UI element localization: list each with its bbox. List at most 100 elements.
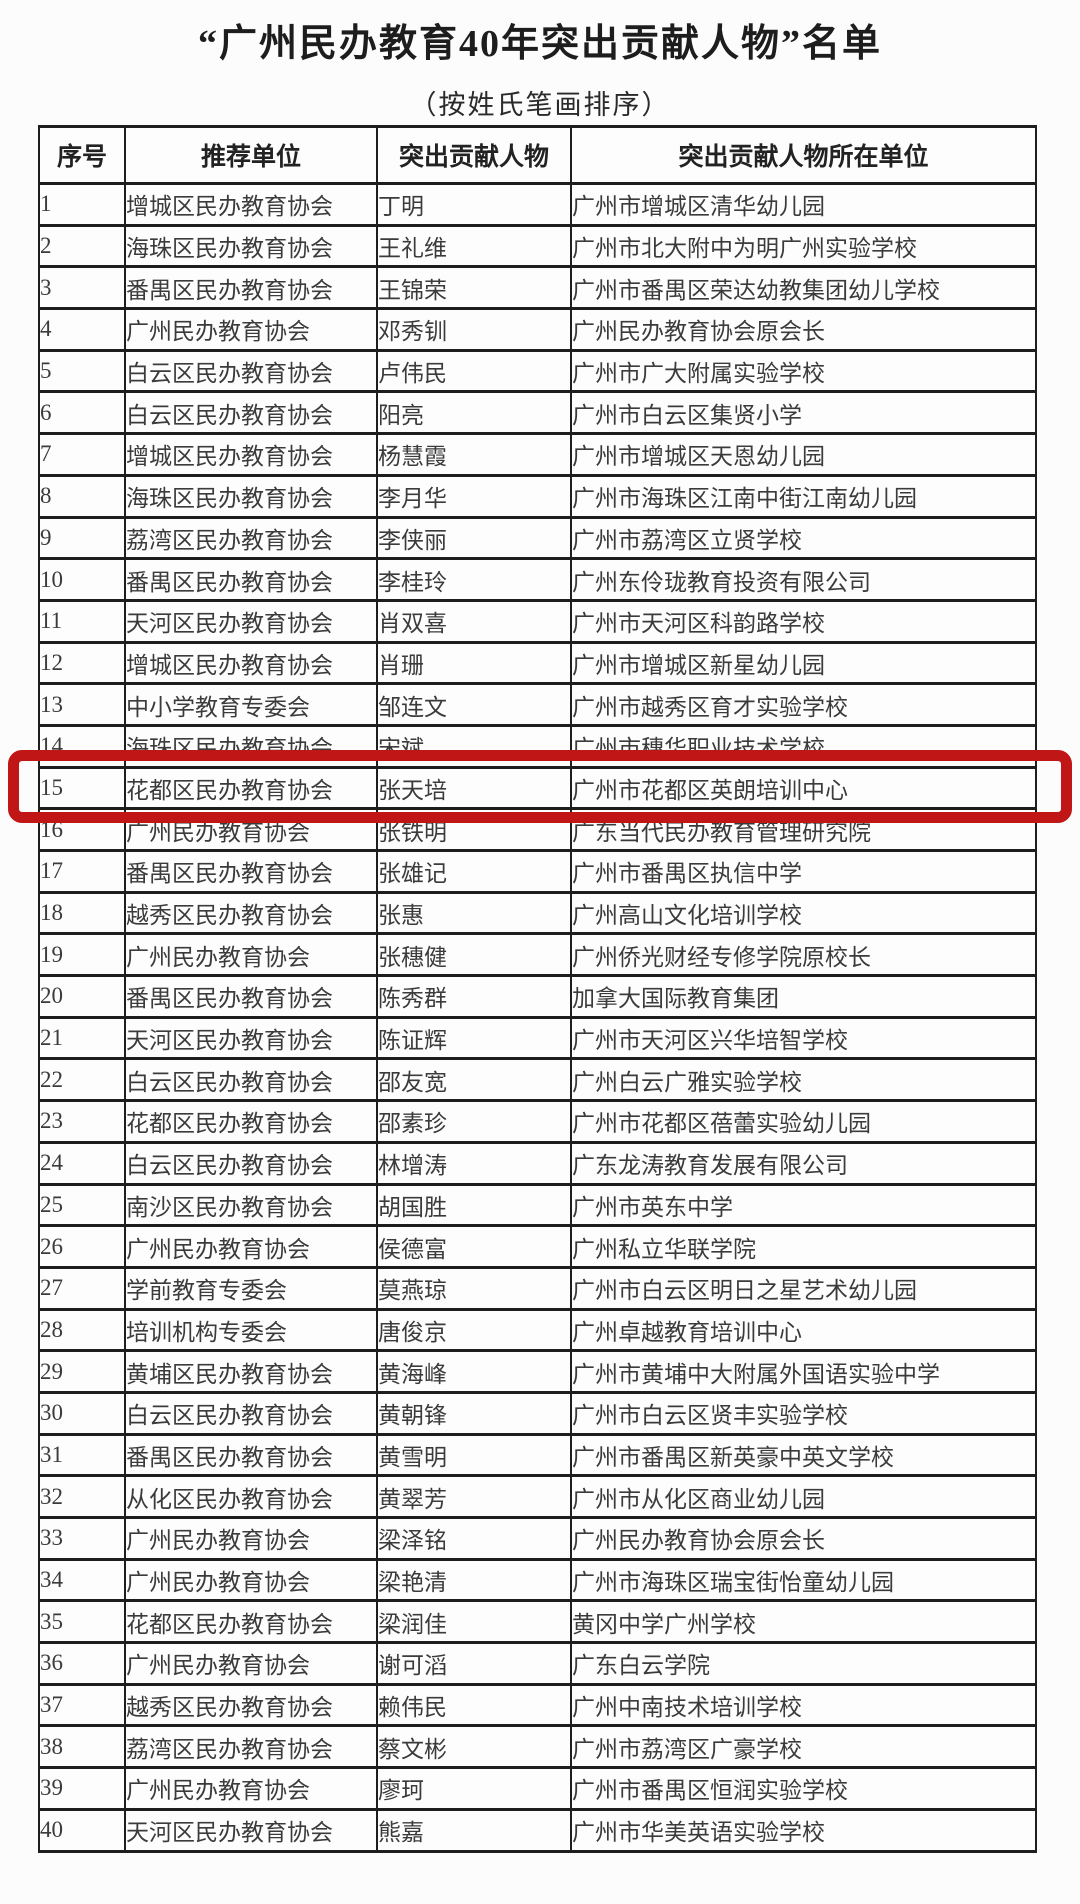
cell-person: 黄雪明 bbox=[376, 1432, 572, 1478]
cell-organization: 广州市北大附中为明广州实验学校 bbox=[570, 223, 1037, 269]
cell-index: 31 bbox=[38, 1432, 126, 1478]
cell-recommender: 从化区民办教育协会 bbox=[124, 1474, 378, 1519]
cell-index: 39 bbox=[38, 1766, 126, 1811]
cell-index: 40 bbox=[38, 1807, 126, 1853]
cell-organization: 广东白云学院 bbox=[570, 1641, 1037, 1686]
cell-person: 阳亮 bbox=[376, 390, 572, 436]
cell-index: 22 bbox=[38, 1057, 126, 1103]
cell-person: 梁泽铭 bbox=[376, 1516, 572, 1561]
cell-index: 8 bbox=[38, 473, 126, 519]
cell-organization: 广州高山文化培训学校 bbox=[570, 890, 1037, 936]
cell-organization: 广州民办教育协会原会长 bbox=[570, 1516, 1037, 1561]
cell-index: 27 bbox=[38, 1265, 126, 1311]
cell-person: 邓秀钏 bbox=[376, 307, 572, 352]
cell-person: 廖珂 bbox=[376, 1766, 572, 1811]
cell-organization: 广州中南技术培训学校 bbox=[570, 1682, 1037, 1728]
cell-recommender: 番禺区民办教育协会 bbox=[124, 557, 378, 602]
cell-person: 李桂玲 bbox=[376, 557, 572, 602]
table-row: 27 学前教育专委会 莫燕琼 广州市白云区明日之星艺术幼儿园 bbox=[38, 1265, 1037, 1311]
cell-recommender: 越秀区民办教育协会 bbox=[124, 890, 378, 936]
cell-person: 蔡文彬 bbox=[376, 1724, 572, 1770]
table-row: 33 广州民办教育协会 梁泽铭 广州民办教育协会原会长 bbox=[38, 1516, 1037, 1561]
cell-person: 熊嘉 bbox=[376, 1807, 572, 1853]
cell-organization: 广州市番禺区执信中学 bbox=[570, 849, 1037, 894]
table-row: 9 荔湾区民办教育协会 李侠丽 广州市荔湾区立贤学校 bbox=[38, 515, 1037, 561]
cell-recommender: 番禺区民办教育协会 bbox=[124, 1432, 378, 1478]
table-row: 34 广州民办教育协会 梁艳清 广州市海珠区瑞宝街怡童幼儿园 bbox=[38, 1557, 1037, 1603]
cell-recommender: 广州民办教育协会 bbox=[124, 807, 378, 852]
cell-organization: 广州市荔湾区立贤学校 bbox=[570, 515, 1037, 561]
cell-recommender: 海珠区民办教育协会 bbox=[124, 223, 378, 269]
cell-recommender: 番禺区民办教育协会 bbox=[124, 849, 378, 894]
table-row: 26 广州民办教育协会 侯德富 广州私立华联学院 bbox=[38, 1224, 1037, 1269]
cell-person: 邹连文 bbox=[376, 682, 572, 727]
table-row: 28 培训机构专委会 唐俊京 广州卓越教育培训中心 bbox=[38, 1307, 1037, 1353]
cell-person: 邵素珍 bbox=[376, 1099, 572, 1144]
cell-person: 陈秀群 bbox=[376, 974, 572, 1019]
table-row: 5 白云区民办教育协会 卢伟民 广州市广大附属实验学校 bbox=[38, 348, 1037, 394]
cell-recommender: 广州民办教育协会 bbox=[124, 1557, 378, 1603]
cell-index: 24 bbox=[38, 1140, 126, 1186]
cell-recommender: 花都区民办教育协会 bbox=[124, 765, 378, 811]
header-recommender: 推荐单位 bbox=[124, 125, 378, 185]
cell-index: 6 bbox=[38, 390, 126, 436]
cell-index: 16 bbox=[38, 807, 126, 852]
cell-organization: 加拿大国际教育集团 bbox=[570, 974, 1037, 1019]
cell-person: 肖珊 bbox=[376, 640, 572, 686]
table-row: 39 广州民办教育协会 廖珂 广州市番禺区恒润实验学校 bbox=[38, 1766, 1037, 1811]
table-row: 32 从化区民办教育协会 黄翠芳 广州市从化区商业幼儿园 bbox=[38, 1474, 1037, 1519]
cell-organization: 广州市黄埔中大附属外国语实验中学 bbox=[570, 1349, 1037, 1394]
table-row: 8 海珠区民办教育协会 李月华 广州市海珠区江南中街江南幼儿园 bbox=[38, 473, 1037, 519]
cell-index: 34 bbox=[38, 1557, 126, 1603]
cell-index: 29 bbox=[38, 1349, 126, 1394]
cell-index: 30 bbox=[38, 1390, 126, 1436]
cell-organization: 广州市天河区兴华培智学校 bbox=[570, 1015, 1037, 1061]
cell-organization: 广州侨光财经专修学院原校长 bbox=[570, 932, 1037, 978]
cell-person: 张铁明 bbox=[376, 807, 572, 852]
cell-organization: 广州市华美英语实验学校 bbox=[570, 1807, 1037, 1853]
cell-recommender: 广州民办教育协会 bbox=[124, 1641, 378, 1686]
cell-organization: 黄冈中学广州学校 bbox=[570, 1599, 1037, 1645]
cell-index: 21 bbox=[38, 1015, 126, 1061]
cell-organization: 广州民办教育协会原会长 bbox=[570, 307, 1037, 352]
cell-recommender: 广州民办教育协会 bbox=[124, 932, 378, 978]
cell-person: 肖双喜 bbox=[376, 598, 572, 644]
cell-index: 7 bbox=[38, 432, 126, 477]
cell-recommender: 海珠区民办教育协会 bbox=[124, 723, 378, 769]
table-row: 17 番禺区民办教育协会 张雄记 广州市番禺区执信中学 bbox=[38, 849, 1037, 894]
table-row: 6 白云区民办教育协会 阳亮 广州市白云区集贤小学 bbox=[38, 390, 1037, 436]
cell-index: 10 bbox=[38, 557, 126, 602]
cell-index: 15 bbox=[38, 765, 126, 811]
cell-organization: 广东龙涛教育发展有限公司 bbox=[570, 1140, 1037, 1186]
cell-index: 19 bbox=[38, 932, 126, 978]
table-row: 25 南沙区民办教育协会 胡国胜 广州市英东中学 bbox=[38, 1182, 1037, 1228]
cell-organization: 广东当代民办教育管理研究院 bbox=[570, 807, 1037, 852]
cell-person: 卢伟民 bbox=[376, 348, 572, 394]
cell-person: 赖伟民 bbox=[376, 1682, 572, 1728]
cell-index: 23 bbox=[38, 1099, 126, 1144]
cell-index: 33 bbox=[38, 1516, 126, 1561]
table-row: 4 广州民办教育协会 邓秀钏 广州民办教育协会原会长 bbox=[38, 307, 1037, 352]
cell-person: 张雄记 bbox=[376, 849, 572, 894]
cell-organization: 广州市穗华职业技术学校 bbox=[570, 723, 1037, 769]
table-row: 23 花都区民办教育协会 邵素珍 广州市花都区蓓蕾实验幼儿园 bbox=[38, 1099, 1037, 1144]
cell-index: 38 bbox=[38, 1724, 126, 1770]
cell-person: 梁艳清 bbox=[376, 1557, 572, 1603]
table-row: 10 番禺区民办教育协会 李桂玲 广州东伶珑教育投资有限公司 bbox=[38, 557, 1037, 602]
header-organization: 突出贡献人物所在单位 bbox=[570, 125, 1037, 185]
cell-organization: 广州市天河区科韵路学校 bbox=[570, 598, 1037, 644]
table-header-row: 序号 推荐单位 突出贡献人物 突出贡献人物所在单位 bbox=[38, 125, 1037, 185]
cell-index: 28 bbox=[38, 1307, 126, 1353]
cell-index: 18 bbox=[38, 890, 126, 936]
cell-organization: 广州白云广雅实验学校 bbox=[570, 1057, 1037, 1103]
cell-recommender: 南沙区民办教育协会 bbox=[124, 1182, 378, 1228]
table-row: 36 广州民办教育协会 谢可滔 广东白云学院 bbox=[38, 1641, 1037, 1686]
cell-organization: 广州市花都区蓓蕾实验幼儿园 bbox=[570, 1099, 1037, 1144]
cell-index: 32 bbox=[38, 1474, 126, 1519]
cell-index: 3 bbox=[38, 265, 126, 311]
cell-index: 20 bbox=[38, 974, 126, 1019]
table-row: 12 增城区民办教育协会 肖珊 广州市增城区新星幼儿园 bbox=[38, 640, 1037, 686]
cell-recommender: 番禺区民办教育协会 bbox=[124, 265, 378, 311]
cell-person: 李月华 bbox=[376, 473, 572, 519]
table-row: 29 黄埔区民办教育协会 黄海峰 广州市黄埔中大附属外国语实验中学 bbox=[38, 1349, 1037, 1394]
